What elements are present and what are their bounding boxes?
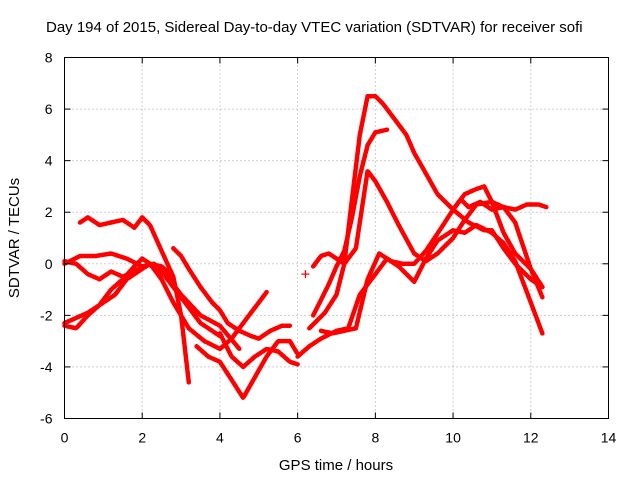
series-track-b xyxy=(62,258,223,339)
y-axis-label: SDTVAR / TECUs xyxy=(6,178,23,298)
series-track-m xyxy=(318,184,545,336)
x-axis-label: GPS time / hours xyxy=(279,457,393,474)
x-tick-label: 4 xyxy=(216,430,224,446)
grid xyxy=(64,57,609,419)
series-track-k xyxy=(310,168,545,300)
y-tick-label: -6 xyxy=(40,411,53,427)
x-tick-label: 0 xyxy=(61,430,69,446)
point-isolated-point xyxy=(301,270,310,279)
series-track-f xyxy=(171,246,293,341)
x-tick-label: 2 xyxy=(138,430,146,446)
series-track-j xyxy=(310,127,390,318)
chart-title: Day 194 of 2015, Sidereal Day-to-day VTE… xyxy=(46,19,583,36)
x-tick-label: 8 xyxy=(371,430,379,446)
x-tick-label: 14 xyxy=(601,430,617,446)
y-tick-label: 4 xyxy=(45,153,53,169)
x-tick-label: 6 xyxy=(294,430,302,446)
y-tick-label: -2 xyxy=(40,307,53,323)
x-tick-label: 10 xyxy=(445,430,461,446)
y-tick-label: 8 xyxy=(45,50,53,66)
data-series xyxy=(62,93,549,401)
y-tick-label: -4 xyxy=(40,359,53,375)
series-track-e xyxy=(62,256,176,331)
axis-ticks: 0 2 4 6 8 10 12 14 -6 -4 -2 0 2 4 6 8 xyxy=(40,50,616,446)
x-tick-label: 12 xyxy=(523,430,539,446)
series-track-g xyxy=(194,338,300,401)
series-track-n xyxy=(450,197,549,212)
y-tick-label: 6 xyxy=(45,101,53,117)
y-tick-label: 0 xyxy=(45,256,53,272)
series-track-l xyxy=(295,222,545,359)
y-tick-label: 2 xyxy=(45,204,53,220)
plot-frame xyxy=(64,57,609,419)
series-track-h xyxy=(217,331,300,370)
